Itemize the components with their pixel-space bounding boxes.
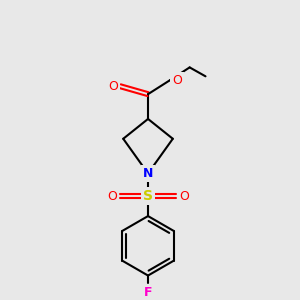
- Text: O: O: [107, 190, 117, 203]
- Text: O: O: [179, 190, 189, 203]
- Text: N: N: [143, 167, 153, 180]
- Text: S: S: [143, 189, 153, 203]
- Text: O: O: [108, 80, 118, 93]
- Text: F: F: [144, 286, 152, 299]
- Text: O: O: [172, 74, 182, 87]
